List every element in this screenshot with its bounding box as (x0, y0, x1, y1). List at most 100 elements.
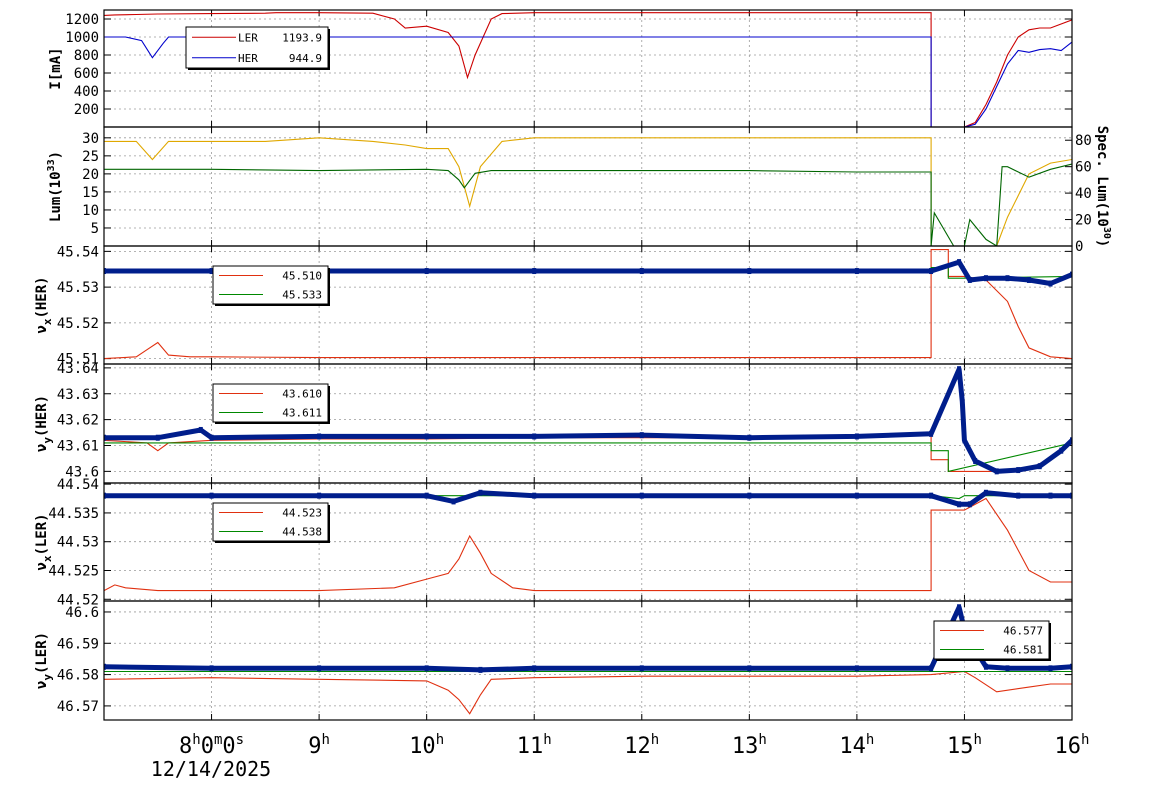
data-point (1016, 467, 1021, 474)
y-axis-label: Lum(1033) (46, 151, 64, 222)
legend-value: 45.510 (282, 270, 322, 283)
data-point (104, 492, 106, 499)
data-point (1048, 492, 1053, 499)
data-point (155, 434, 160, 441)
data-point (532, 268, 537, 275)
x-tick-label: 12h (624, 732, 659, 759)
legend-name: LER (238, 31, 258, 44)
legend-value: 43.611 (282, 407, 322, 420)
data-point (478, 489, 483, 496)
y-tick-label: 44.54 (57, 477, 99, 493)
data-point (639, 268, 644, 275)
x-tick-label: 9h (308, 732, 330, 759)
data-point (639, 492, 644, 499)
legend-value: 43.610 (282, 388, 322, 401)
data-point (1026, 276, 1031, 283)
date-label: 12/14/2025 (151, 757, 271, 781)
y-tick-label: 45.51 (57, 352, 99, 368)
data-point (209, 268, 214, 275)
legend-name: HER (238, 52, 258, 65)
data-point (957, 366, 962, 373)
legend-value: 44.538 (282, 526, 322, 539)
data-point (854, 433, 859, 440)
data-point (532, 492, 537, 499)
y-tick-label: 44.535 (48, 506, 99, 522)
y-axis-label: νy(LER) (34, 632, 54, 689)
y-tick-label: 43.62 (57, 413, 99, 429)
data-point (478, 666, 483, 673)
y-tick-label: 20 (82, 167, 99, 183)
data-point (747, 268, 752, 275)
data-point (747, 434, 752, 441)
series-Lum (104, 137, 1072, 246)
y-tick-label: 44.52 (57, 592, 99, 608)
y2-tick-label: 80 (1075, 133, 1092, 149)
series-set-red (104, 670, 1072, 715)
legend: LER 1193.9 HER 944.9 (185, 26, 330, 70)
y-tick-label: 1000 (65, 30, 99, 46)
y-tick-label: 1200 (65, 12, 99, 28)
y-tick-label: 400 (74, 84, 99, 100)
y-axis-label: I[mA] (48, 47, 64, 89)
data-point (1059, 447, 1064, 454)
series-set-red (104, 434, 1072, 472)
data-point (1005, 275, 1010, 282)
legend-value: 944.9 (289, 52, 322, 65)
data-point (1048, 665, 1053, 672)
data-point (960, 398, 965, 405)
panel-frame (103, 600, 1073, 721)
y-tick-label: 5 (91, 221, 99, 237)
y-tick-label: 43.63 (57, 387, 99, 403)
x-axis: 8h0m0s 9h 10h 11h 12h 13h 14h 15h 16h 12/14/2025 (151, 732, 1090, 781)
data-point (532, 433, 537, 440)
y2-axis-label: Spec. Lum(1030) (1094, 126, 1112, 248)
data-point (929, 430, 934, 437)
y2-tick-label: 40 (1075, 186, 1092, 202)
data-point (929, 268, 934, 275)
legend: 45.510 45.533 (212, 265, 330, 306)
y-tick-label: 43.64 (57, 361, 99, 377)
y-tick-label: 25 (82, 149, 99, 165)
y-tick-label: 43.6 (65, 464, 99, 480)
series-set-red (104, 249, 1072, 360)
y-tick-label: 46.6 (65, 605, 99, 621)
y-tick-label: 45.54 (57, 244, 99, 260)
data-point (209, 492, 214, 499)
x-tick-label: 15h (947, 732, 982, 759)
data-point (983, 663, 988, 670)
series-HER (104, 36, 1072, 127)
data-point (1037, 463, 1042, 470)
data-point (973, 458, 978, 465)
y-axis-label: νx(LER) (34, 513, 54, 570)
data-point (957, 259, 962, 266)
data-point (104, 268, 106, 275)
data-point (957, 501, 962, 508)
data-point (424, 665, 429, 672)
y-tick-label: 30 (82, 131, 99, 147)
legend-value: 44.523 (282, 507, 322, 520)
data-point (983, 489, 988, 496)
panel-luminosity: 5 10 15 20 25 30 0 20 40 60 80 Lum(1033) Spec. Lum(1… (46, 126, 1112, 255)
y-tick-label: 44.525 (48, 563, 99, 579)
data-point (532, 665, 537, 672)
y-axis-label: νy(HER) (34, 395, 54, 452)
series-measured (104, 259, 1072, 286)
data-point (424, 492, 429, 499)
series-measured (104, 604, 1072, 673)
data-point (747, 492, 752, 499)
y2-tick-label: 0 (1075, 239, 1083, 255)
data-point (209, 434, 214, 441)
series-set-green (104, 442, 1072, 473)
data-point (1048, 280, 1053, 287)
legend-value: 46.581 (1003, 644, 1043, 657)
data-point (1016, 492, 1021, 499)
data-point (1070, 437, 1072, 444)
data-point (1005, 665, 1010, 672)
data-point (317, 492, 322, 499)
y2-tick-label: 20 (1075, 213, 1092, 229)
x-tick-label: 16h (1055, 732, 1090, 759)
y-tick-label: 10 (82, 203, 99, 219)
y-tick-label: 800 (74, 48, 99, 64)
